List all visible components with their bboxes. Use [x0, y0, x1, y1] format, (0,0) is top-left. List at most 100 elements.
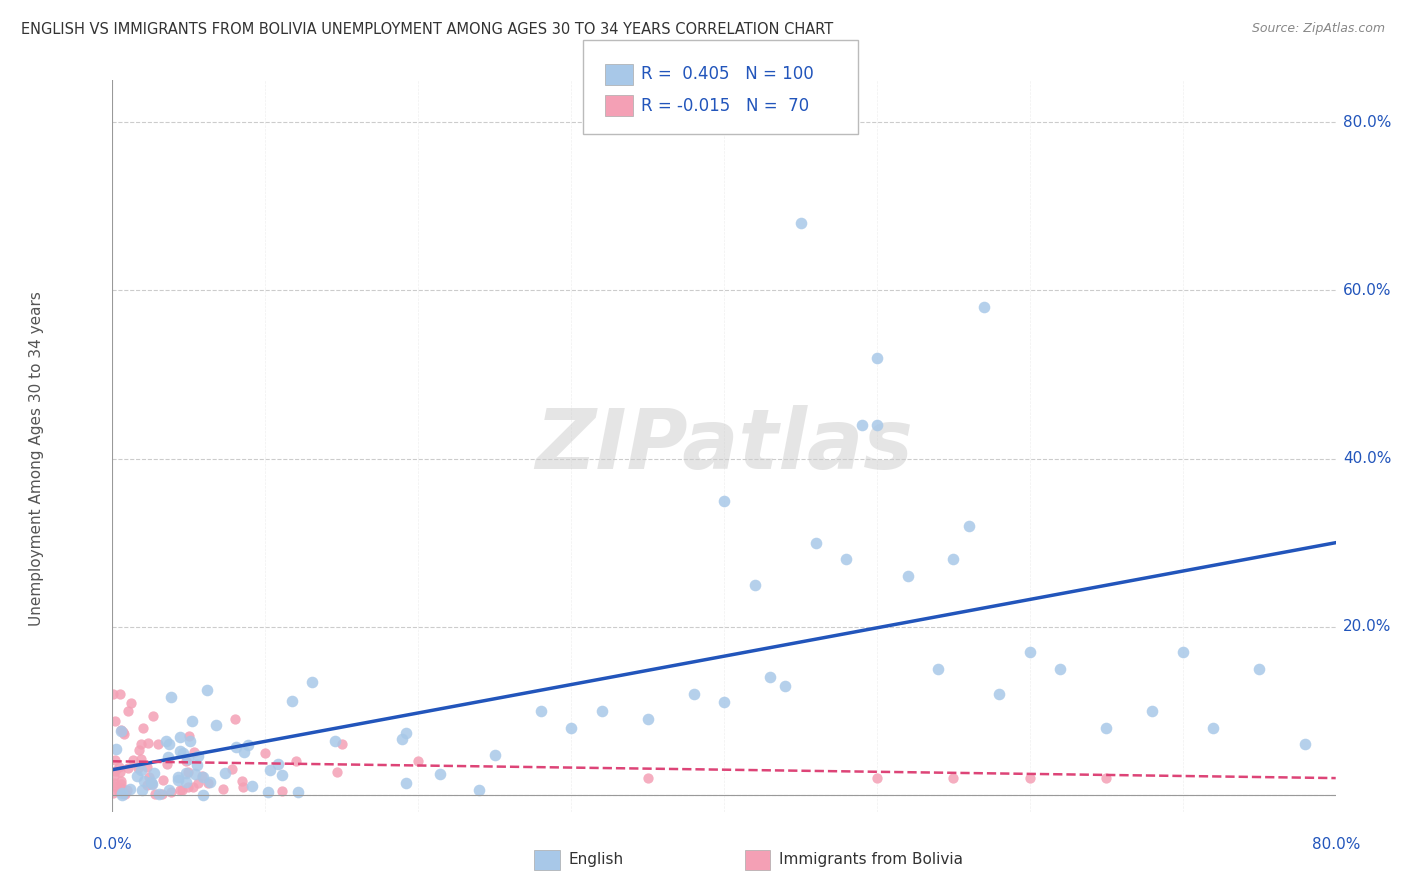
- Point: [973, 300, 995, 314]
- Point: [115, 782, 138, 797]
- Point: [174, 766, 197, 780]
- Point: [1249, 662, 1271, 676]
- Point: [205, 718, 228, 732]
- Text: 40.0%: 40.0%: [1343, 451, 1392, 467]
- Point: [682, 687, 704, 701]
- Point: [484, 747, 506, 762]
- Point: [942, 552, 965, 566]
- Point: [122, 754, 145, 768]
- Point: [323, 733, 346, 747]
- Point: [759, 670, 782, 684]
- Point: [112, 786, 135, 800]
- Point: [1095, 721, 1118, 735]
- Point: [155, 734, 177, 748]
- Point: [866, 771, 889, 785]
- Point: [395, 726, 418, 740]
- Text: 60.0%: 60.0%: [1343, 283, 1392, 298]
- Point: [159, 785, 181, 799]
- Text: Immigrants from Bolivia: Immigrants from Bolivia: [779, 853, 963, 867]
- Point: [259, 763, 281, 777]
- Text: ENGLISH VS IMMIGRANTS FROM BOLIVIA UNEMPLOYMENT AMONG AGES 30 TO 34 YEARS CORREL: ENGLISH VS IMMIGRANTS FROM BOLIVIA UNEMP…: [21, 22, 834, 37]
- Point: [143, 766, 166, 780]
- Text: 80.0%: 80.0%: [1343, 115, 1392, 130]
- Point: [271, 768, 294, 782]
- Point: [835, 552, 858, 566]
- Point: [176, 752, 198, 766]
- Text: 20.0%: 20.0%: [1343, 619, 1392, 634]
- Point: [851, 417, 873, 432]
- Point: [957, 519, 980, 533]
- Point: [301, 675, 323, 690]
- Point: [1018, 645, 1040, 659]
- Point: [125, 769, 148, 783]
- Point: [134, 773, 156, 788]
- Point: [110, 774, 132, 789]
- Point: [169, 782, 191, 797]
- Point: [132, 721, 155, 735]
- Point: [713, 695, 735, 709]
- Point: [789, 216, 811, 230]
- Point: [108, 760, 131, 774]
- Point: [111, 788, 134, 802]
- Point: [148, 787, 170, 801]
- Point: [108, 764, 131, 779]
- Point: [141, 777, 163, 791]
- Point: [103, 768, 125, 782]
- Point: [145, 787, 167, 801]
- Text: R = -0.015   N =  70: R = -0.015 N = 70: [641, 96, 810, 114]
- Point: [408, 754, 430, 768]
- Point: [108, 687, 131, 701]
- Point: [103, 753, 125, 767]
- Point: [267, 757, 290, 772]
- Text: Source: ZipAtlas.com: Source: ZipAtlas.com: [1251, 22, 1385, 36]
- Point: [191, 788, 214, 802]
- Point: [280, 694, 302, 708]
- Point: [186, 749, 208, 764]
- Point: [897, 569, 920, 583]
- Point: [224, 712, 246, 726]
- Point: [104, 714, 127, 728]
- Point: [103, 776, 125, 790]
- Point: [111, 724, 134, 739]
- Point: [129, 763, 152, 777]
- Point: [257, 785, 280, 799]
- Point: [225, 739, 247, 754]
- Point: [186, 757, 208, 772]
- Point: [174, 754, 197, 768]
- Point: [190, 769, 212, 783]
- Point: [136, 736, 159, 750]
- Point: [1142, 704, 1164, 718]
- Point: [927, 662, 949, 676]
- Point: [104, 764, 127, 779]
- Point: [195, 683, 218, 698]
- Point: [157, 782, 180, 797]
- Point: [103, 780, 125, 794]
- Point: [110, 724, 132, 739]
- Point: [114, 787, 136, 801]
- Text: English: English: [568, 853, 623, 867]
- Point: [160, 690, 183, 705]
- Point: [198, 774, 221, 789]
- Point: [529, 704, 551, 718]
- Text: 0.0%: 0.0%: [93, 837, 132, 852]
- Point: [942, 771, 965, 785]
- Point: [148, 738, 170, 752]
- Point: [211, 782, 233, 797]
- Point: [232, 746, 254, 760]
- Point: [177, 765, 200, 780]
- Point: [172, 782, 194, 797]
- Point: [117, 761, 139, 775]
- Point: [169, 744, 191, 758]
- Point: [330, 738, 353, 752]
- Point: [232, 780, 254, 794]
- Point: [142, 709, 165, 723]
- Point: [1018, 771, 1040, 785]
- Point: [156, 756, 179, 771]
- Point: [114, 727, 136, 741]
- Point: [166, 772, 188, 787]
- Point: [167, 770, 190, 784]
- Point: [183, 780, 205, 794]
- Point: [159, 737, 181, 751]
- Point: [120, 697, 142, 711]
- Point: [1049, 662, 1071, 676]
